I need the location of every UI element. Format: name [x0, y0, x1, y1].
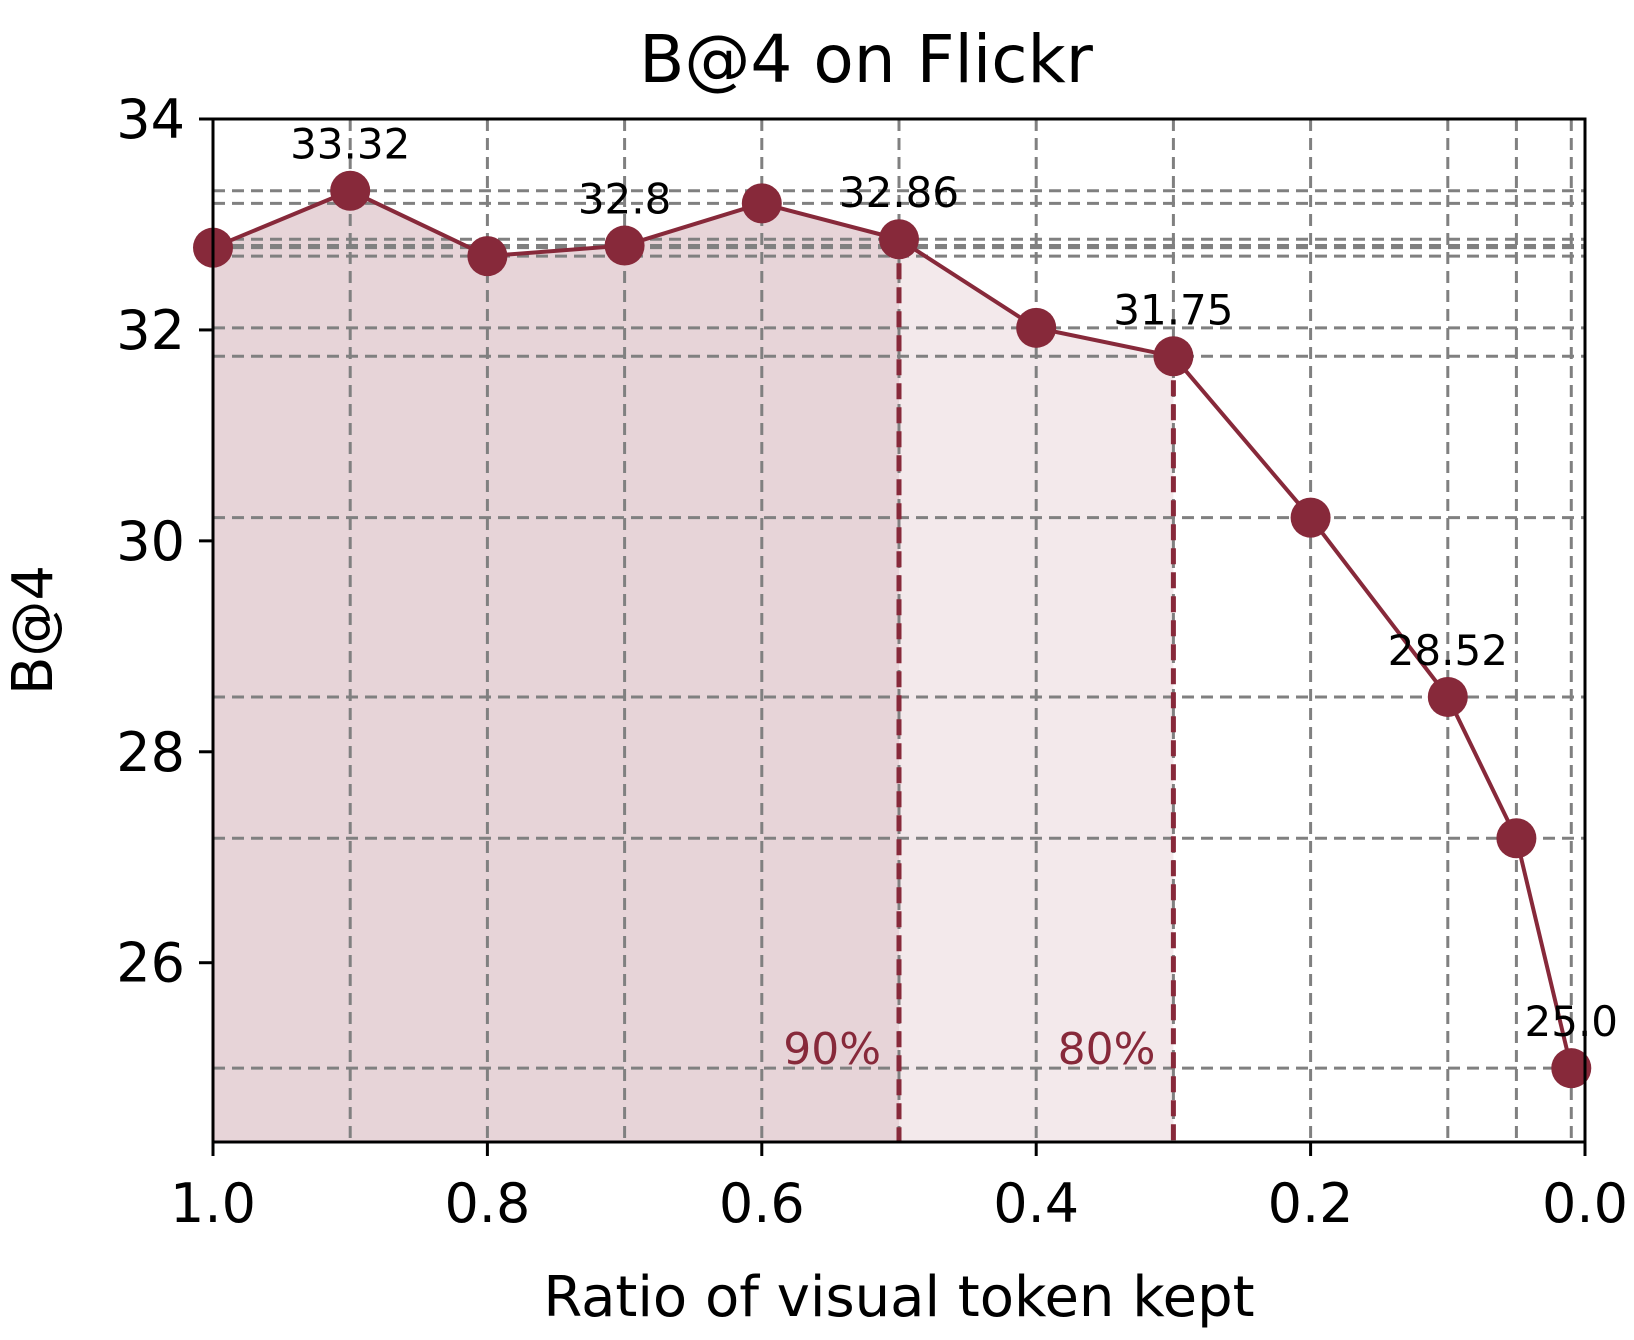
data-point: [330, 170, 371, 211]
data-label: 31.75: [1113, 285, 1233, 334]
y-axis-label: B@4: [1, 565, 66, 695]
data-label: 28.52: [1388, 626, 1508, 675]
x-tick-label: 1.0: [170, 1172, 256, 1235]
data-point: [1153, 336, 1194, 377]
data-label: 25.0: [1525, 997, 1619, 1046]
data-label: 32.8: [578, 175, 672, 224]
data-point: [1496, 818, 1537, 859]
y-tick-label: 34: [116, 88, 185, 151]
y-tick-label: 28: [116, 721, 185, 784]
data-point: [1290, 497, 1331, 538]
shaded-region-0: [213, 190, 899, 1143]
region-label-1: 80%: [1058, 1024, 1156, 1075]
data-point: [741, 183, 782, 224]
x-tick-label: 0.2: [1268, 1172, 1354, 1235]
data-point: [604, 225, 645, 266]
data-point: [1427, 676, 1468, 717]
data-point: [1016, 307, 1057, 348]
x-tick-label: 0.0: [1542, 1172, 1628, 1235]
chart-title: B@4 on Flickr: [639, 21, 1094, 98]
series: [193, 170, 1592, 1089]
series-line: [212, 188, 1574, 1069]
x-tick-label: 0.4: [993, 1172, 1079, 1235]
y-tick-label: 30: [116, 510, 185, 573]
data-point: [879, 219, 919, 260]
data-label: 32.86: [839, 168, 959, 217]
threshold-lines: 90% 80%: [783, 239, 1176, 1142]
data-labels: 33.32 32.8 32.86 31.75 28.52 25.0: [290, 120, 1618, 1046]
axis-ticks: 1.0 0.8 0.6 0.4 0.2 0.0 26 28 30 32 34: [116, 88, 1628, 1235]
x-tick-label: 0.6: [719, 1172, 805, 1235]
region-label-0: 90%: [783, 1024, 881, 1075]
plot-frame: [211, 117, 1587, 1144]
y-tick-label: 32: [116, 299, 185, 362]
x-axis-label: Ratio of visual token kept: [543, 1265, 1254, 1330]
data-point: [467, 236, 508, 277]
x-tick-label: 0.8: [444, 1172, 530, 1235]
data-label: 33.32: [290, 120, 410, 169]
y-tick-label: 26: [116, 932, 185, 995]
data-point: [1551, 1048, 1592, 1089]
